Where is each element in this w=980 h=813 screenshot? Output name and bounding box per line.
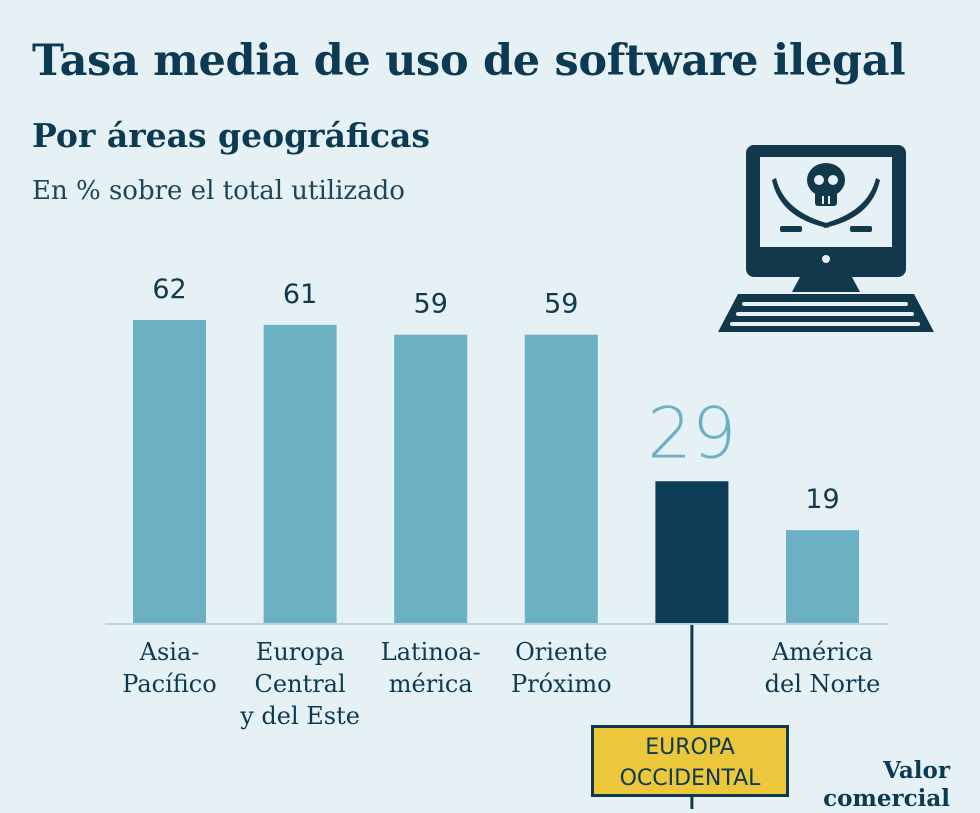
valor-line-2: comercial <box>823 785 950 812</box>
bar-5 <box>786 530 859 623</box>
europa-occidental-callout: EUROPA OCCIDENTAL <box>591 725 789 797</box>
category-label-3-1: Próximo <box>511 670 612 698</box>
value-label-0: 62 <box>152 274 186 305</box>
value-label-5: 19 <box>805 484 839 515</box>
category-label-5-1: del Norte <box>765 670 881 698</box>
bars-layer: 62 Asia- Pacífico 61 Europa Central y del Este… <box>105 274 888 809</box>
category-label-2-0: Latinoa- <box>381 638 481 666</box>
valor-line-1: Valor <box>883 757 950 784</box>
category-label-1-2: y del Este <box>239 702 360 730</box>
bar-1 <box>263 324 337 623</box>
bar-3 <box>524 334 598 623</box>
value-label-2: 59 <box>414 289 448 320</box>
callout-line-1: EUROPA <box>645 735 735 760</box>
unit-note: En % sobre el total utilizado <box>32 176 405 206</box>
callout-line-2: OCCIDENTAL <box>619 766 761 791</box>
category-label-0-0: Asia- <box>139 638 200 666</box>
category-label-5-0: América <box>771 638 873 666</box>
bar-2 <box>394 334 468 623</box>
category-label-2-1: mérica <box>389 670 473 698</box>
chart-subtitle: Por áreas geográficas <box>32 116 430 155</box>
category-label-0-1: Pacífico <box>122 670 216 698</box>
category-label-3-0: Oriente <box>515 638 607 666</box>
pirate-computer-icon <box>718 145 934 332</box>
chart-title: Tasa media de uso de software ilegal <box>32 36 906 86</box>
value-label-1: 61 <box>283 279 317 310</box>
value-label-3: 59 <box>544 289 578 320</box>
bar-4 <box>655 481 729 623</box>
category-label-1-0: Europa <box>256 638 345 666</box>
valor-comercial-label: Valor comercial <box>823 757 950 813</box>
bar-0 <box>133 320 206 623</box>
value-label-4: 29 <box>647 392 736 474</box>
category-label-1-1: Central <box>255 670 346 698</box>
